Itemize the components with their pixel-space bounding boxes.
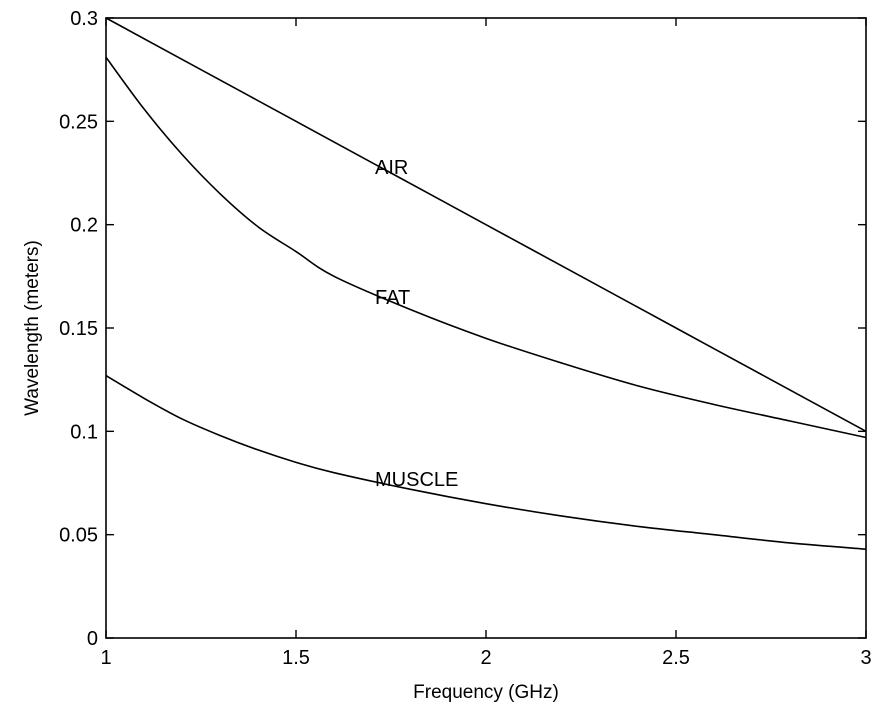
y-tick-label: 0.05 bbox=[59, 525, 98, 547]
y-tick-label: 0.3 bbox=[70, 8, 98, 30]
y-tick-label: 0.2 bbox=[70, 215, 98, 237]
y-tick-label: 0.25 bbox=[59, 111, 98, 133]
y-tick-label: 0 bbox=[87, 628, 98, 650]
y-axis-title: Wavelength (meters) bbox=[22, 240, 43, 416]
x-tick-label: 2.5 bbox=[662, 647, 690, 669]
x-axis-title: Frequency (GHz) bbox=[413, 682, 559, 703]
x-tick-label: 1 bbox=[100, 647, 111, 669]
y-tick-label: 0.1 bbox=[70, 421, 98, 443]
series-label-air: AIR bbox=[375, 157, 408, 179]
series-line-air bbox=[105, 17, 867, 433]
plot-frame bbox=[105, 17, 867, 639]
series-line-fat bbox=[105, 56, 867, 439]
x-tick-label: 1.5 bbox=[282, 647, 310, 669]
y-tick-label: 0.15 bbox=[59, 318, 98, 340]
series-label-fat: FAT bbox=[375, 287, 410, 309]
x-tick-label: 2 bbox=[480, 647, 491, 669]
x-tick-label: 3 bbox=[860, 647, 871, 669]
series-label-muscle: MUSCLE bbox=[375, 469, 458, 491]
series-line-muscle bbox=[105, 374, 867, 550]
